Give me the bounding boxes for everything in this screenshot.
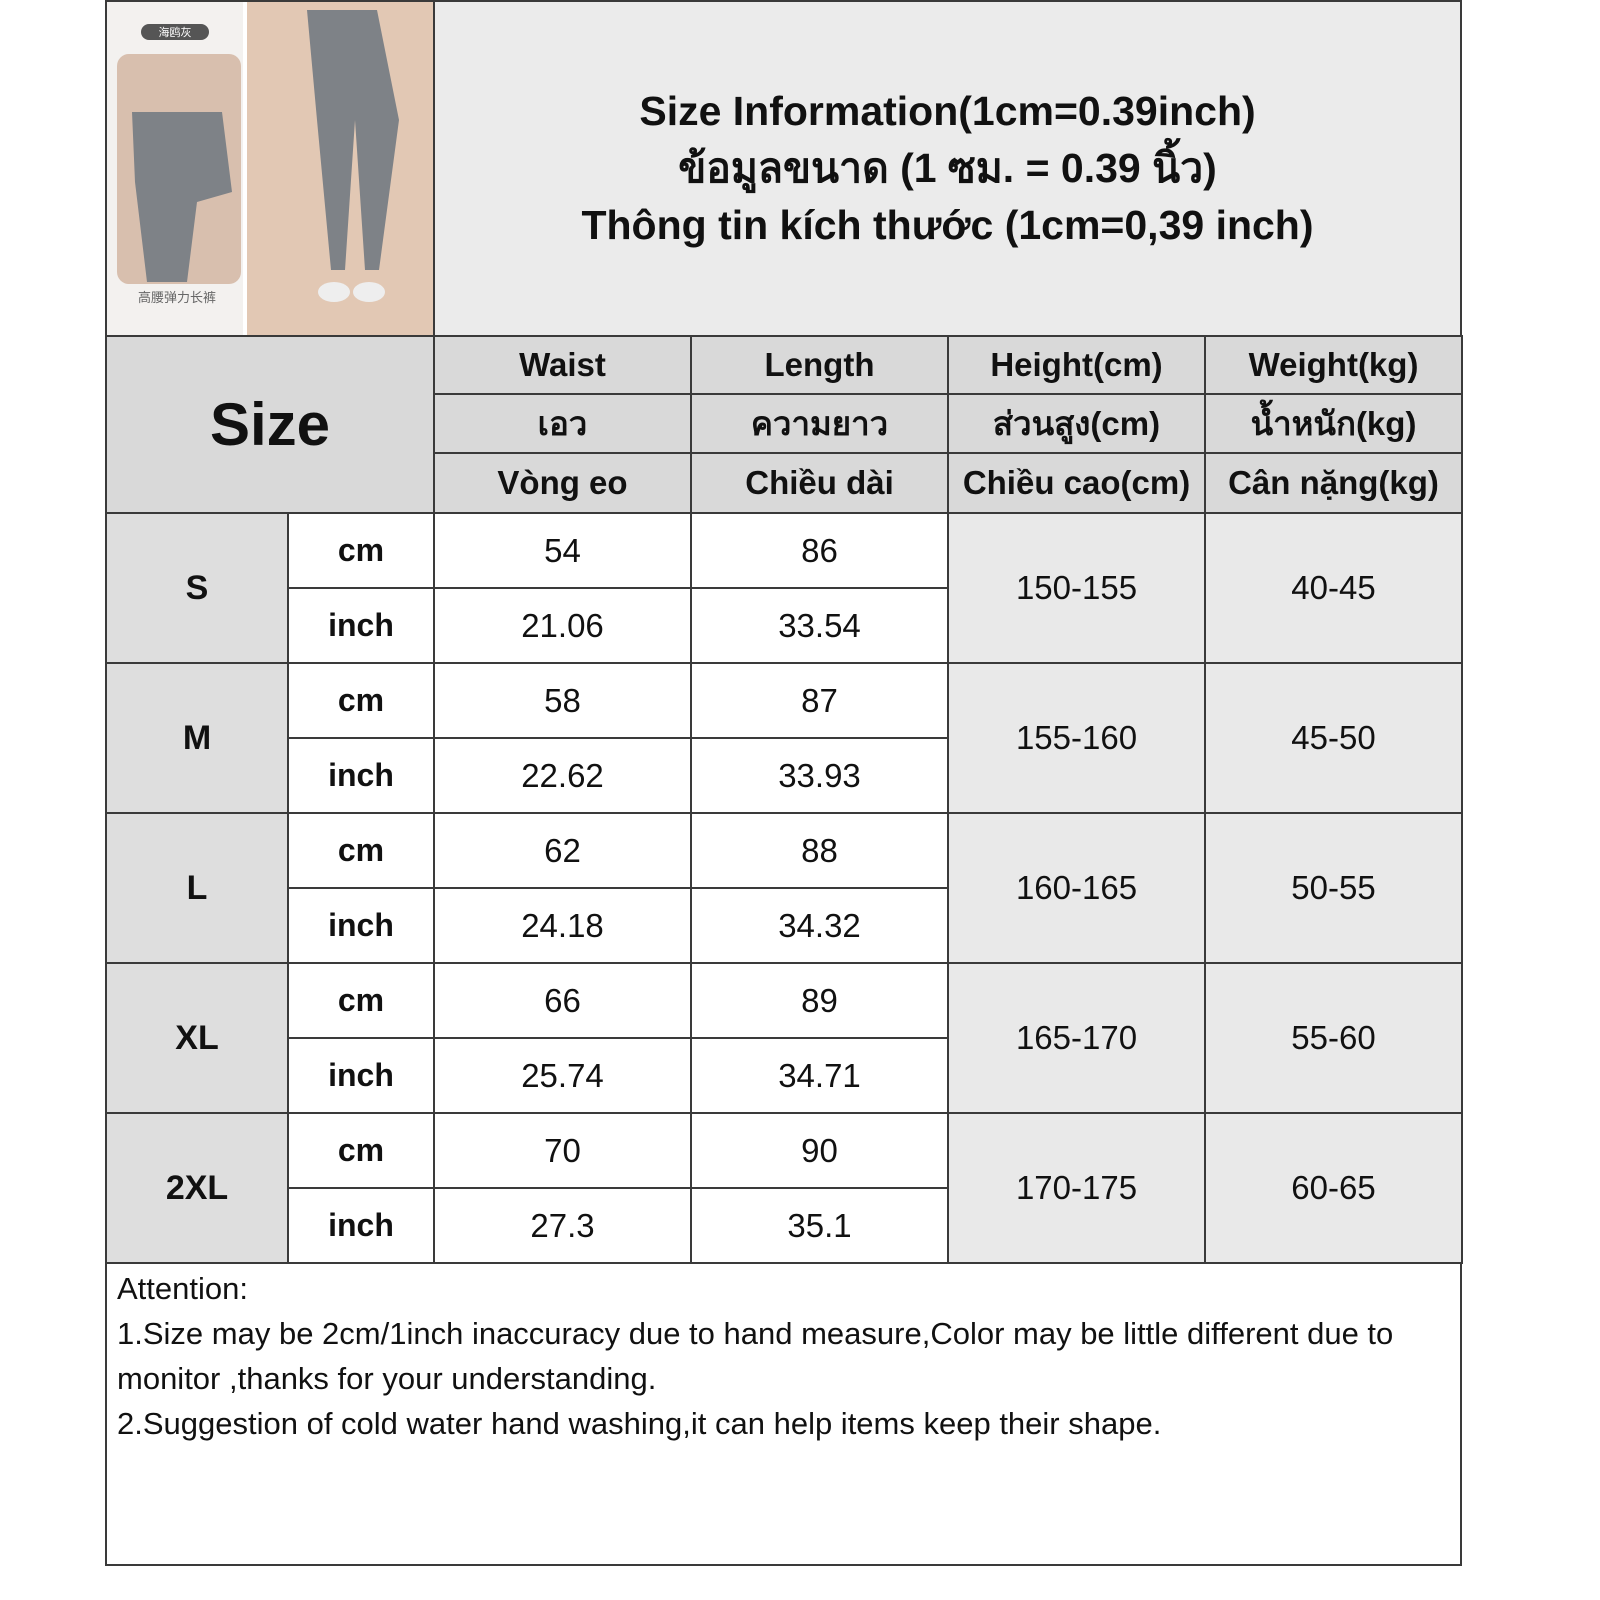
value-cell: 33.54 bbox=[690, 587, 949, 664]
value-cell: 90 bbox=[690, 1112, 949, 1189]
size-cell: M bbox=[105, 662, 289, 814]
notes: Attention: 1.Size may be 2cm/1inch inaccu… bbox=[105, 1260, 1462, 1566]
column-header: Cân nặng(kg) bbox=[1204, 452, 1463, 514]
value-cell: 22.62 bbox=[433, 737, 692, 814]
height-cell: 150-155 bbox=[947, 512, 1206, 664]
product-image: 海鸥灰 高腰弹力长裤 bbox=[107, 2, 433, 335]
value-cell: 86 bbox=[690, 512, 949, 589]
value-cell: 54 bbox=[433, 512, 692, 589]
column-header: ส่วนสูง(cm) bbox=[947, 393, 1206, 454]
note-item: 1.Size may be 2cm/1inch inaccuracy due t… bbox=[117, 1316, 1394, 1396]
value-cell: 58 bbox=[433, 662, 692, 739]
column-header: น้ำหนัก(kg) bbox=[1204, 393, 1463, 454]
column-header: Waist bbox=[433, 335, 692, 395]
weight-cell: 55-60 bbox=[1204, 962, 1463, 1114]
image-tag: 海鸥灰 bbox=[159, 25, 192, 39]
column-header: Height(cm) bbox=[947, 335, 1206, 395]
size-cell: XL bbox=[105, 962, 289, 1114]
value-cell: 25.74 bbox=[433, 1037, 692, 1114]
title-line: ข้อมูลขนาด (1 ซม. = 0.39 นิ้ว) bbox=[678, 145, 1217, 191]
value-cell: 35.1 bbox=[690, 1187, 949, 1264]
value-cell: 66 bbox=[433, 962, 692, 1039]
unit-cell: cm bbox=[287, 1112, 435, 1189]
column-header: ความยาว bbox=[690, 393, 949, 454]
size-cell: 2XL bbox=[105, 1112, 289, 1264]
product-image-cell: 海鸥灰 高腰弹力长裤 bbox=[105, 0, 435, 337]
title-line: Thông tin kích thước (1cm=0,39 inch) bbox=[581, 202, 1314, 248]
value-cell: 24.18 bbox=[433, 887, 692, 964]
value-cell: 62 bbox=[433, 812, 692, 889]
column-header: Chiều dài bbox=[690, 452, 949, 514]
height-cell: 165-170 bbox=[947, 962, 1206, 1114]
value-cell: 34.32 bbox=[690, 887, 949, 964]
unit-cell: inch bbox=[287, 1037, 435, 1114]
column-header: เอว bbox=[433, 393, 692, 454]
unit-cell: cm bbox=[287, 662, 435, 739]
note-item: 2.Suggestion of cold water hand washing,… bbox=[117, 1406, 1162, 1441]
value-cell: 33.93 bbox=[690, 737, 949, 814]
notes-heading: Attention: bbox=[117, 1271, 248, 1306]
size-header: Size bbox=[105, 335, 435, 514]
unit-cell: inch bbox=[287, 737, 435, 814]
height-cell: 170-175 bbox=[947, 1112, 1206, 1264]
value-cell: 88 bbox=[690, 812, 949, 889]
value-cell: 87 bbox=[690, 662, 949, 739]
column-header: Weight(kg) bbox=[1204, 335, 1463, 395]
weight-cell: 50-55 bbox=[1204, 812, 1463, 964]
value-cell: 34.71 bbox=[690, 1037, 949, 1114]
value-cell: 27.3 bbox=[433, 1187, 692, 1264]
value-cell: 70 bbox=[433, 1112, 692, 1189]
image-caption: 高腰弹力长裤 bbox=[138, 290, 216, 305]
title-line: Size Information(1cm=0.39inch) bbox=[639, 88, 1256, 134]
value-cell: 21.06 bbox=[433, 587, 692, 664]
unit-cell: cm bbox=[287, 812, 435, 889]
size-cell: S bbox=[105, 512, 289, 664]
column-header: Length bbox=[690, 335, 949, 395]
title-block: Size Information(1cm=0.39inch) ข้อมูลขนาด… bbox=[433, 0, 1462, 337]
size-cell: L bbox=[105, 812, 289, 964]
column-header: Chiều cao(cm) bbox=[947, 452, 1206, 514]
weight-cell: 60-65 bbox=[1204, 1112, 1463, 1264]
column-header: Vòng eo bbox=[433, 452, 692, 514]
unit-cell: cm bbox=[287, 962, 435, 1039]
weight-cell: 40-45 bbox=[1204, 512, 1463, 664]
value-cell: 89 bbox=[690, 962, 949, 1039]
unit-cell: inch bbox=[287, 587, 435, 664]
unit-cell: cm bbox=[287, 512, 435, 589]
weight-cell: 45-50 bbox=[1204, 662, 1463, 814]
height-cell: 160-165 bbox=[947, 812, 1206, 964]
unit-cell: inch bbox=[287, 1187, 435, 1264]
unit-cell: inch bbox=[287, 887, 435, 964]
height-cell: 155-160 bbox=[947, 662, 1206, 814]
